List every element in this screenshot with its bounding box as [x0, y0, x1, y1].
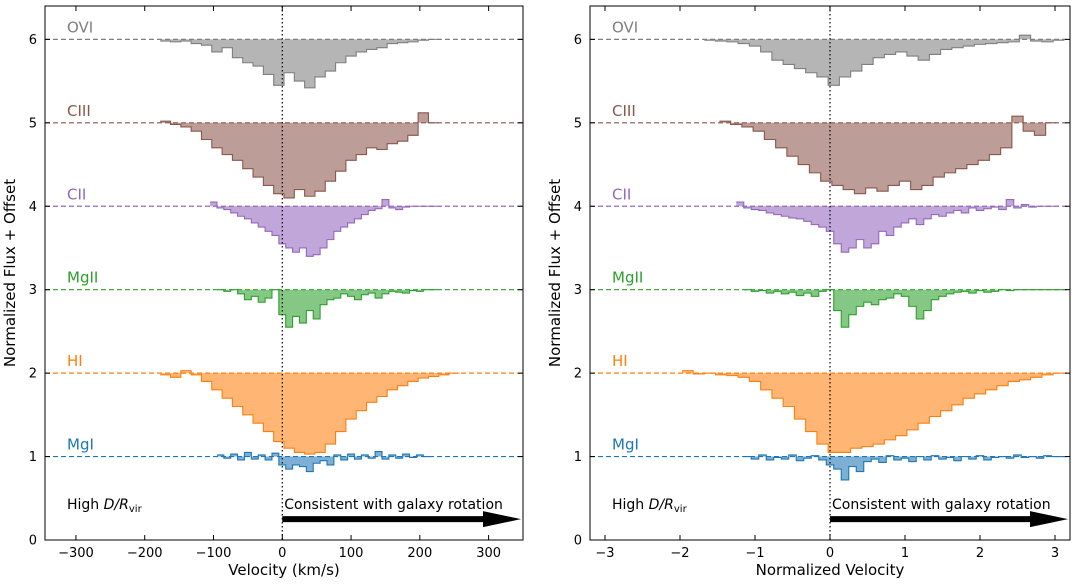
y-tick-label: 3 — [574, 283, 582, 298]
left-panel-velocity: OVI CIII CII MgII HI MgI Consistent with galax… — [1, 5, 524, 579]
annotation-high-word: High — [67, 497, 104, 513]
rotation-arrow-head — [483, 511, 521, 528]
annotation-rotation: Consistent with galaxy rotation — [832, 497, 1051, 513]
y-axis-label: Normalized Flux + Offset — [546, 179, 564, 367]
ion-label-OVI: OVI — [612, 18, 638, 36]
x-tick-label: 2 — [976, 546, 984, 561]
series-fill-MgII — [743, 289, 1067, 328]
series-fill-MgII — [216, 289, 438, 328]
x-tick-label: 1 — [901, 546, 909, 561]
x-tick-label: −3 — [595, 546, 614, 561]
y-tick-label: 2 — [29, 367, 37, 382]
annotation-vir-subscript: vir — [129, 504, 143, 515]
y-tick-label: 1 — [29, 450, 37, 465]
series-line-CIII — [160, 112, 439, 199]
x-tick-label: 0 — [826, 546, 834, 561]
ion-label-HI: HI — [67, 352, 83, 370]
series-line-MgII — [743, 289, 1067, 328]
x-tick-label: 300 — [476, 546, 501, 561]
y-tick-label: 6 — [574, 33, 582, 48]
x-tick-label: −100 — [196, 546, 232, 561]
y-tick-label: 0 — [574, 534, 582, 549]
x-axis-label: Normalized Velocity — [756, 561, 905, 579]
x-tick-label: 0 — [278, 546, 286, 561]
ion-label-CII: CII — [612, 185, 631, 203]
y-tick-label: 5 — [574, 116, 582, 131]
series-fill-OVI — [160, 39, 439, 88]
x-tick-label: 100 — [339, 546, 364, 561]
series-fill-HI — [160, 370, 460, 455]
ion-label-CIII: CIII — [67, 102, 91, 120]
y-axis-label: Normalized Flux + Offset — [1, 179, 19, 367]
y-tick-label: 6 — [29, 33, 37, 48]
series-fill-CIII — [160, 112, 439, 198]
annotation-d-over-r: D/R — [104, 497, 129, 513]
annotation-d-over-r: D/R — [649, 497, 674, 513]
ion-label-HI: HI — [612, 352, 628, 370]
series-line-OVI — [160, 38, 439, 89]
annotation-high-word: High — [612, 497, 649, 513]
y-tick-label: 4 — [29, 200, 37, 215]
series-line-HI — [681, 370, 1065, 453]
rotation-arrow-head — [1030, 511, 1068, 528]
ion-label-MgII: MgII — [67, 269, 98, 287]
series-line-CII — [736, 199, 1059, 253]
series-fill-MgI — [216, 451, 431, 472]
series-line-CIII — [719, 115, 1057, 195]
series-line-HI — [160, 370, 460, 455]
rotation-arrow-shaft — [830, 516, 1032, 523]
y-tick-label: 2 — [574, 367, 582, 382]
y-tick-label: 1 — [574, 450, 582, 465]
ion-label-MgI: MgI — [612, 436, 639, 454]
ion-label-OVI: OVI — [67, 18, 93, 36]
series-fill-OVI — [704, 35, 1065, 86]
series-fill-HI — [681, 370, 1065, 453]
x-tick-label: 3 — [1051, 546, 1059, 561]
x-tick-label: −200 — [127, 546, 163, 561]
annotation-vir-subscript: vir — [674, 504, 688, 515]
series-fill-CIII — [719, 116, 1057, 194]
annotation-high-d-rvir: High D/Rvir — [612, 497, 688, 515]
ion-label-CIII: CIII — [612, 102, 636, 120]
series-line-MgI — [743, 454, 1067, 481]
right-panel-normalized-velocity: OVI CIII CII MgII HI MgI Consistent with galax… — [546, 5, 1071, 579]
x-tick-label: 200 — [407, 546, 432, 561]
series-line-MgII — [216, 289, 438, 328]
series-fill-CII — [736, 199, 1059, 253]
y-tick-label: 0 — [29, 534, 37, 549]
plot-area — [45, 38, 523, 473]
ion-label-CII: CII — [67, 185, 86, 203]
x-tick-label: −2 — [670, 546, 689, 561]
plot-area — [590, 34, 1070, 481]
plot-frame — [44, 5, 524, 541]
x-tick-label: −300 — [58, 546, 94, 561]
y-tick-label: 3 — [29, 283, 37, 298]
x-tick-label: −1 — [745, 546, 764, 561]
x-axis-label: Velocity (km/s) — [228, 561, 339, 579]
series-line-OVI — [704, 34, 1065, 86]
rotation-arrow-shaft — [282, 516, 485, 523]
y-tick-label: 4 — [574, 200, 582, 215]
annotation-rotation: Consistent with galaxy rotation — [284, 497, 503, 513]
ion-label-MgII: MgII — [612, 269, 643, 287]
series-fill-CII — [210, 199, 438, 257]
annotation-high-d-rvir: High D/Rvir — [67, 497, 143, 515]
series-line-CII — [210, 199, 438, 257]
series-line-MgI — [216, 451, 431, 473]
y-tick-label: 5 — [29, 116, 37, 131]
ion-label-MgI: MgI — [67, 436, 94, 454]
